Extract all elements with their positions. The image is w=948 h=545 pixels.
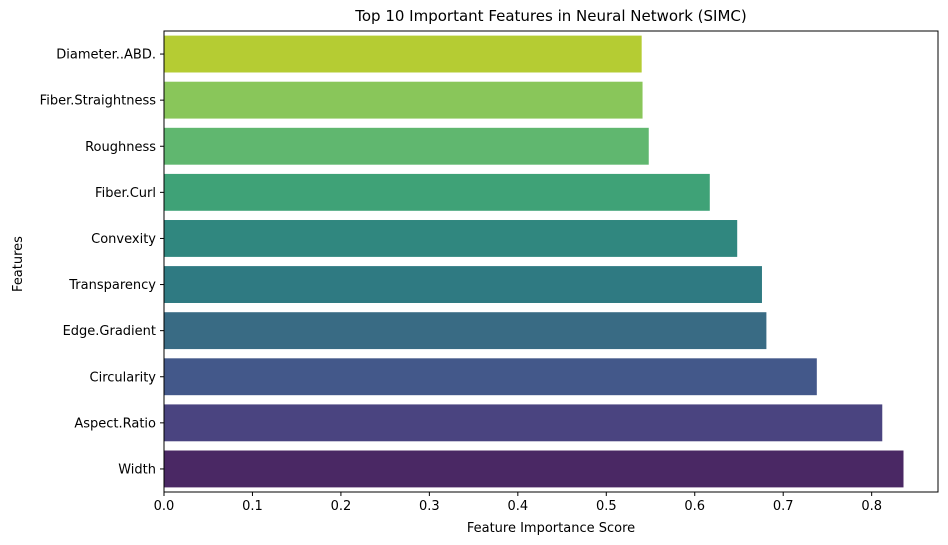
x-tick-label: 0.0: [154, 499, 175, 514]
bar: [164, 220, 738, 257]
x-tick-label: 0.7: [773, 499, 794, 514]
x-tick-label: 0.6: [684, 499, 705, 514]
x-tick-label: 0.8: [861, 499, 882, 514]
bar: [164, 81, 643, 119]
y-axis: Diameter..ABD. Fiber.Straightness Roughnes…: [40, 48, 164, 477]
plot-frame: [163, 30, 939, 493]
y-axis-label: Features: [11, 236, 26, 292]
x-tick-label: 0.5: [596, 499, 617, 514]
y-tick-label: Edge.Gradient: [63, 324, 156, 339]
x-tick-label: 0.4: [507, 499, 528, 514]
y-tick-label: Fiber.Straightness: [40, 94, 157, 109]
y-tick-label: Circularity: [90, 370, 157, 385]
y-tick-label: Roughness: [85, 140, 156, 155]
bar: [164, 450, 904, 488]
x-axis: 0.0 0.1 0.2 0.3 0.4 0.5 0.6 0.7 0.8: [154, 492, 882, 514]
x-axis-label: Feature Importance Score: [467, 521, 635, 536]
bars: [164, 35, 904, 488]
y-tick-label: Fiber.Curl: [95, 186, 156, 201]
bar: [164, 173, 710, 211]
y-tick-label: Transparency: [68, 278, 156, 293]
bar: [164, 312, 767, 350]
bar: [164, 404, 883, 442]
x-tick-label: 0.2: [331, 499, 352, 514]
bar: [164, 358, 817, 396]
x-tick-label: 0.1: [242, 499, 263, 514]
chart-title: Top 10 Important Features in Neural Netw…: [354, 7, 747, 25]
bar: [164, 35, 642, 73]
bar: [164, 127, 649, 165]
y-tick-label: Convexity: [91, 232, 156, 247]
y-tick-label: Aspect.Ratio: [74, 416, 156, 431]
y-tick-label: Width: [118, 462, 156, 477]
x-tick-label: 0.3: [419, 499, 440, 514]
y-tick-label: Diameter..ABD.: [56, 48, 156, 63]
bar: [164, 266, 762, 303]
plot-border: [163, 30, 939, 493]
